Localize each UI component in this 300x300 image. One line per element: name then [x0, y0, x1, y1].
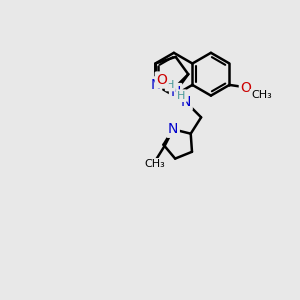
Text: N: N — [168, 122, 178, 136]
Text: O: O — [240, 82, 251, 95]
Text: H: H — [177, 91, 186, 101]
Text: N: N — [170, 85, 181, 98]
Text: N: N — [181, 95, 191, 109]
Text: O: O — [156, 73, 167, 87]
Text: H: H — [166, 80, 175, 90]
Text: CH₃: CH₃ — [251, 90, 272, 100]
Text: N: N — [150, 78, 160, 92]
Text: CH₃: CH₃ — [145, 159, 165, 170]
